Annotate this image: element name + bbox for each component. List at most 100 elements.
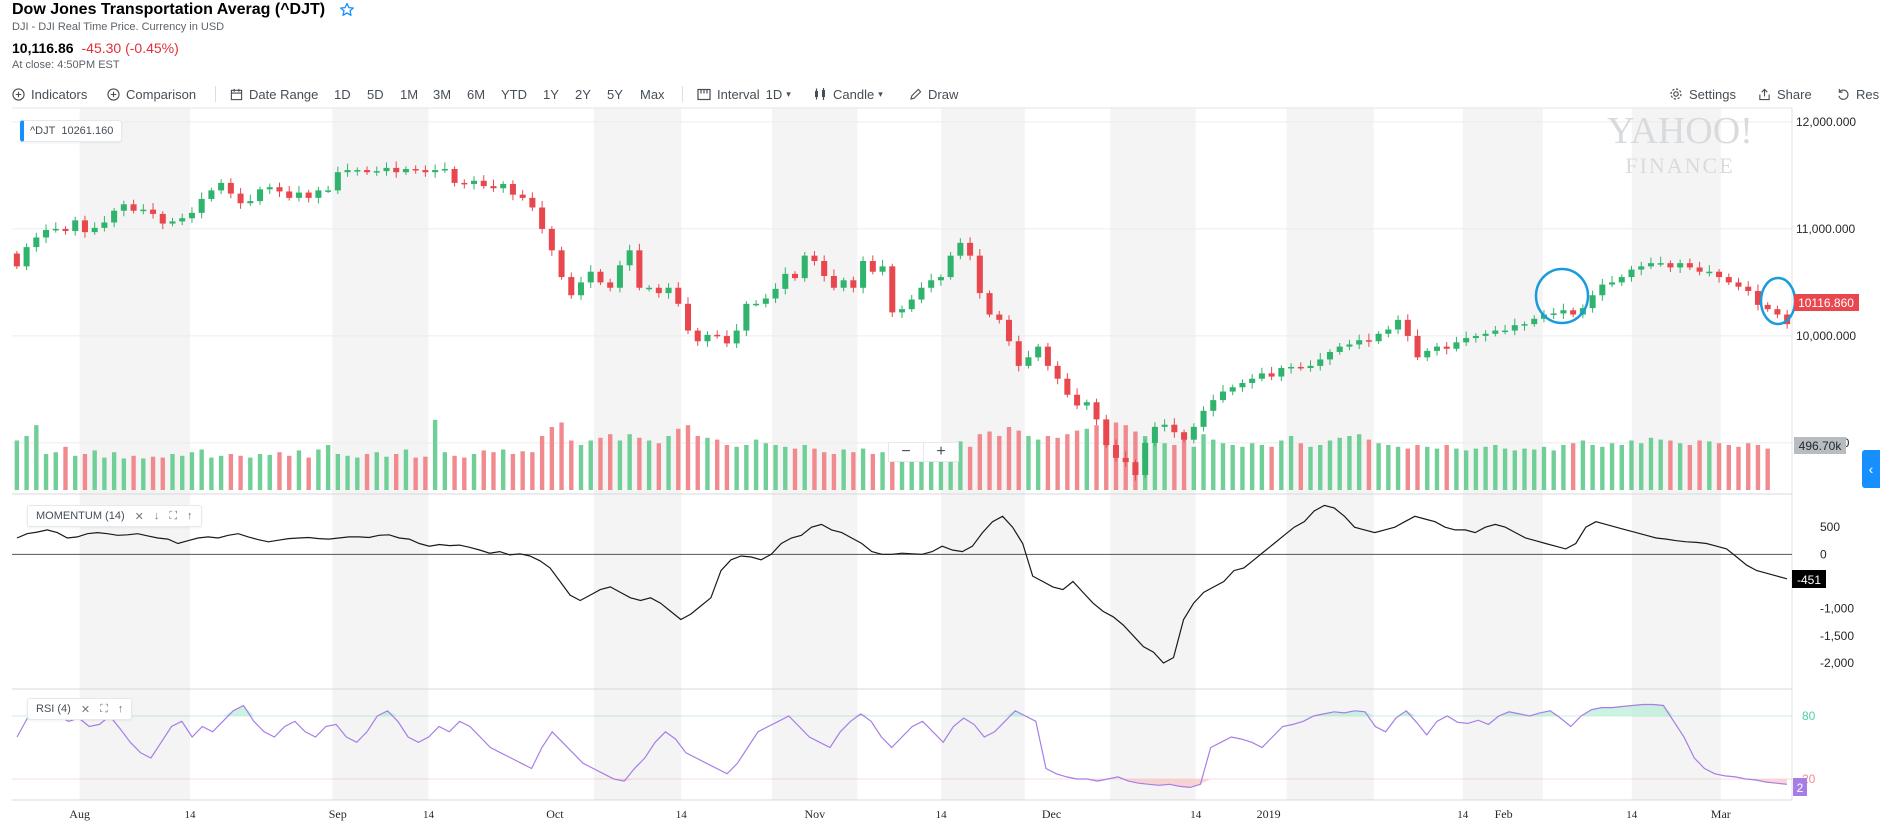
draw-button[interactable]: Draw — [909, 84, 958, 104]
y-tick-label: 12,000.000 — [1796, 115, 1856, 129]
volume-bar — [1104, 427, 1109, 490]
volume-bar — [559, 422, 564, 490]
move-up-icon[interactable]: ↑ — [117, 703, 124, 715]
x-tick-label: Sep — [329, 807, 347, 821]
candle-body — [860, 261, 867, 288]
candle-body — [947, 255, 954, 278]
watermark-logo: YAHOO! — [1607, 110, 1753, 152]
candle-body — [1190, 426, 1197, 440]
volume-bar — [1065, 434, 1070, 490]
expand-icon[interactable]: ⛶ — [169, 509, 178, 522]
volume-bar — [763, 443, 769, 490]
price-tag: 10116.860 — [1794, 294, 1859, 311]
indicators-button[interactable]: Indicators — [12, 84, 87, 104]
volume-bar — [1639, 443, 1644, 490]
volume-bar — [549, 427, 555, 490]
range-1d[interactable]: 1D — [334, 86, 351, 102]
candle-body — [578, 282, 585, 296]
volume-bar — [1220, 443, 1226, 490]
candle-body — [1696, 267, 1703, 272]
volume-bar — [705, 437, 710, 490]
candle-body — [675, 287, 682, 304]
volume-bar — [24, 436, 29, 490]
plus-circle-icon — [12, 87, 25, 101]
share-button[interactable]: Share — [1758, 84, 1812, 104]
volume-bar — [1055, 437, 1060, 490]
x-tick-label: Nov — [804, 807, 825, 821]
star-icon[interactable] — [339, 2, 355, 18]
volume-bar — [890, 455, 895, 490]
candle-body — [801, 255, 808, 279]
symbol-legend[interactable]: ^DJT 10261.160 — [20, 120, 123, 142]
volume-bar — [1327, 440, 1333, 490]
candle-body — [548, 228, 555, 251]
candle-body — [257, 189, 264, 202]
range-2y[interactable]: 2Y — [575, 86, 591, 102]
candle-body — [13, 253, 20, 267]
volume-bar — [676, 428, 681, 490]
rsi-tag-value: 2 — [1797, 781, 1804, 795]
candle-body — [1258, 373, 1265, 379]
volume-bar — [1094, 425, 1099, 490]
comparison-button[interactable]: Comparison — [107, 84, 196, 104]
candle-body — [130, 204, 137, 211]
candle-body — [159, 213, 166, 224]
zoom-out-button[interactable]: − — [889, 443, 924, 461]
volume-bar — [1619, 445, 1624, 490]
candle-body — [607, 282, 614, 288]
volume-bar — [1609, 443, 1615, 490]
date-range-button[interactable]: Date Range — [230, 84, 318, 104]
x-tick-label: Mar — [1711, 807, 1731, 821]
move-down-icon[interactable]: ↓ — [153, 510, 160, 522]
candle-body — [72, 220, 79, 232]
candle-body — [1326, 351, 1333, 360]
price-tag-value: 10116.860 — [1798, 296, 1854, 310]
range-max[interactable]: Max — [640, 86, 665, 102]
range-6m[interactable]: 6M — [467, 86, 486, 102]
candle-body — [1317, 359, 1324, 366]
range-ytd[interactable]: YTD — [501, 86, 527, 102]
volume-bar — [646, 440, 652, 490]
range-3m[interactable]: 3M — [433, 86, 452, 102]
candle-body — [1550, 313, 1557, 315]
volume-bar — [325, 445, 331, 490]
reset-button[interactable]: Res — [1837, 84, 1879, 104]
volume-bar — [1347, 436, 1352, 490]
volume-bar — [1463, 450, 1469, 490]
momentum-tag-value: -451 — [1797, 573, 1821, 587]
candle-body — [1511, 325, 1518, 331]
volume-bar — [277, 452, 282, 490]
range-1m[interactable]: 1M — [400, 86, 419, 102]
volume-tag-value: 496.70k — [1799, 439, 1843, 453]
volume-bar — [43, 454, 49, 490]
price-change: -45.30 (-0.45%) — [81, 40, 179, 56]
close-icon[interactable]: ✕ — [80, 703, 91, 716]
volume-bar — [1298, 443, 1303, 490]
volume-bar — [685, 425, 691, 490]
candle-body — [1521, 324, 1528, 326]
range-5d[interactable]: 5D — [367, 86, 384, 102]
volume-bar — [1318, 445, 1323, 490]
zoom-in-button[interactable]: + — [936, 443, 946, 460]
interval-dropdown[interactable]: Interval 1D ▾ — [697, 84, 791, 104]
candle-body — [1083, 402, 1090, 406]
volume-bar — [160, 457, 165, 490]
momentum-tick-label: -1,500 — [1820, 629, 1854, 643]
candle-body — [1657, 263, 1664, 265]
move-up-icon[interactable]: ↑ — [187, 510, 193, 522]
volume-bar — [1522, 448, 1527, 490]
settings-button[interactable]: Settings — [1669, 84, 1736, 104]
candle-body — [782, 273, 789, 289]
range-1y[interactable]: 1Y — [543, 86, 559, 102]
range-5y[interactable]: 5Y — [607, 86, 623, 102]
panel-collapse-tab[interactable]: ‹ — [1862, 450, 1880, 488]
chart-type-dropdown[interactable]: Candle ▾ — [813, 84, 883, 104]
volume-bar — [1746, 443, 1751, 490]
close-icon[interactable]: ✕ — [134, 510, 144, 523]
volume-bar — [1191, 446, 1196, 490]
volume-bar — [598, 437, 603, 490]
candle-body — [354, 170, 361, 172]
expand-icon[interactable]: ⛶ — [100, 702, 108, 715]
interval-label: Interval — [717, 86, 760, 102]
